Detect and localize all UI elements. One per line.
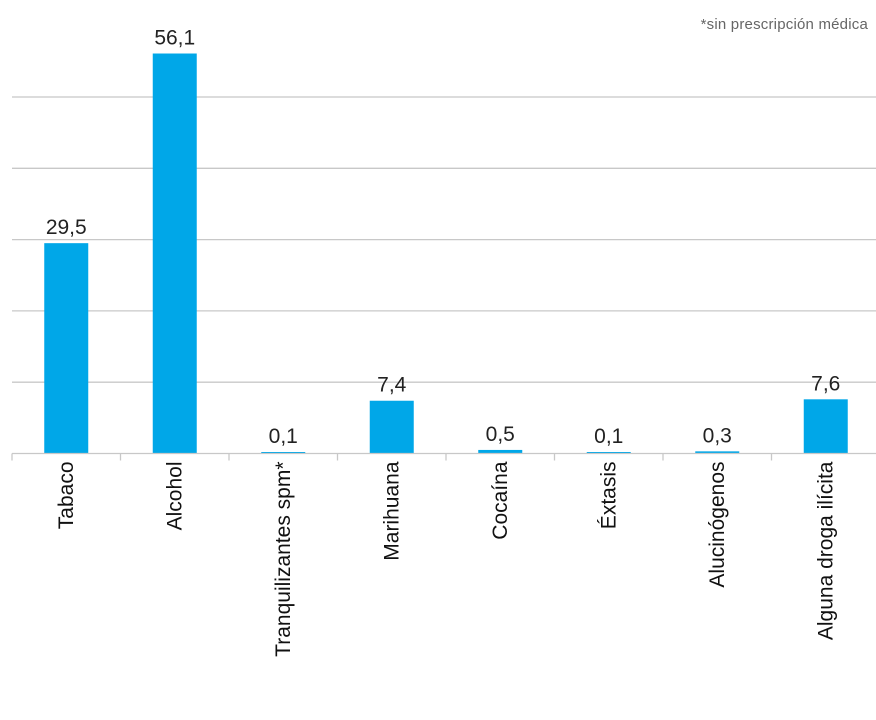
category-label-0: Tabaco xyxy=(55,462,78,530)
data-label-6: 0,3 xyxy=(703,424,732,447)
data-label-0: 29,5 xyxy=(46,216,87,239)
bar-2 xyxy=(261,452,306,454)
bar-7 xyxy=(803,399,848,454)
category-labels: Tabaco Alcohol Tranquilizantes spm* Marihua… xyxy=(55,461,838,657)
data-label-2: 0,1 xyxy=(269,425,298,448)
bar-1 xyxy=(152,53,197,454)
bar-4 xyxy=(478,449,523,454)
category-label-6: Alucinógenos xyxy=(706,462,729,588)
bar-0 xyxy=(44,243,89,454)
category-label-7: Alguna droga ilícita xyxy=(814,461,837,640)
data-label-7: 7,6 xyxy=(811,372,840,395)
category-label-2: Tranquilizantes spm* xyxy=(272,462,295,657)
data-label-5: 0,1 xyxy=(594,425,623,448)
bars xyxy=(44,53,848,454)
category-label-3: Marihuana xyxy=(380,461,403,561)
category-label-4: Cocaína xyxy=(489,461,512,540)
footnote-note: *sin prescripción médica xyxy=(700,16,868,33)
category-label-5: Éxtasis xyxy=(597,462,620,530)
gridlines xyxy=(12,96,876,383)
category-label-1: Alcohol xyxy=(163,462,186,531)
bar-3 xyxy=(369,400,414,454)
data-label-4: 0,5 xyxy=(486,423,515,446)
data-labels: 29,5 56,1 0,1 7,4 0,5 0,1 0,3 7,6 xyxy=(46,27,841,448)
x-axis xyxy=(11,452,876,461)
bar-6 xyxy=(695,451,740,454)
bar-5 xyxy=(586,452,631,454)
data-label-1: 56,1 xyxy=(154,27,195,50)
data-label-3: 7,4 xyxy=(377,374,407,397)
